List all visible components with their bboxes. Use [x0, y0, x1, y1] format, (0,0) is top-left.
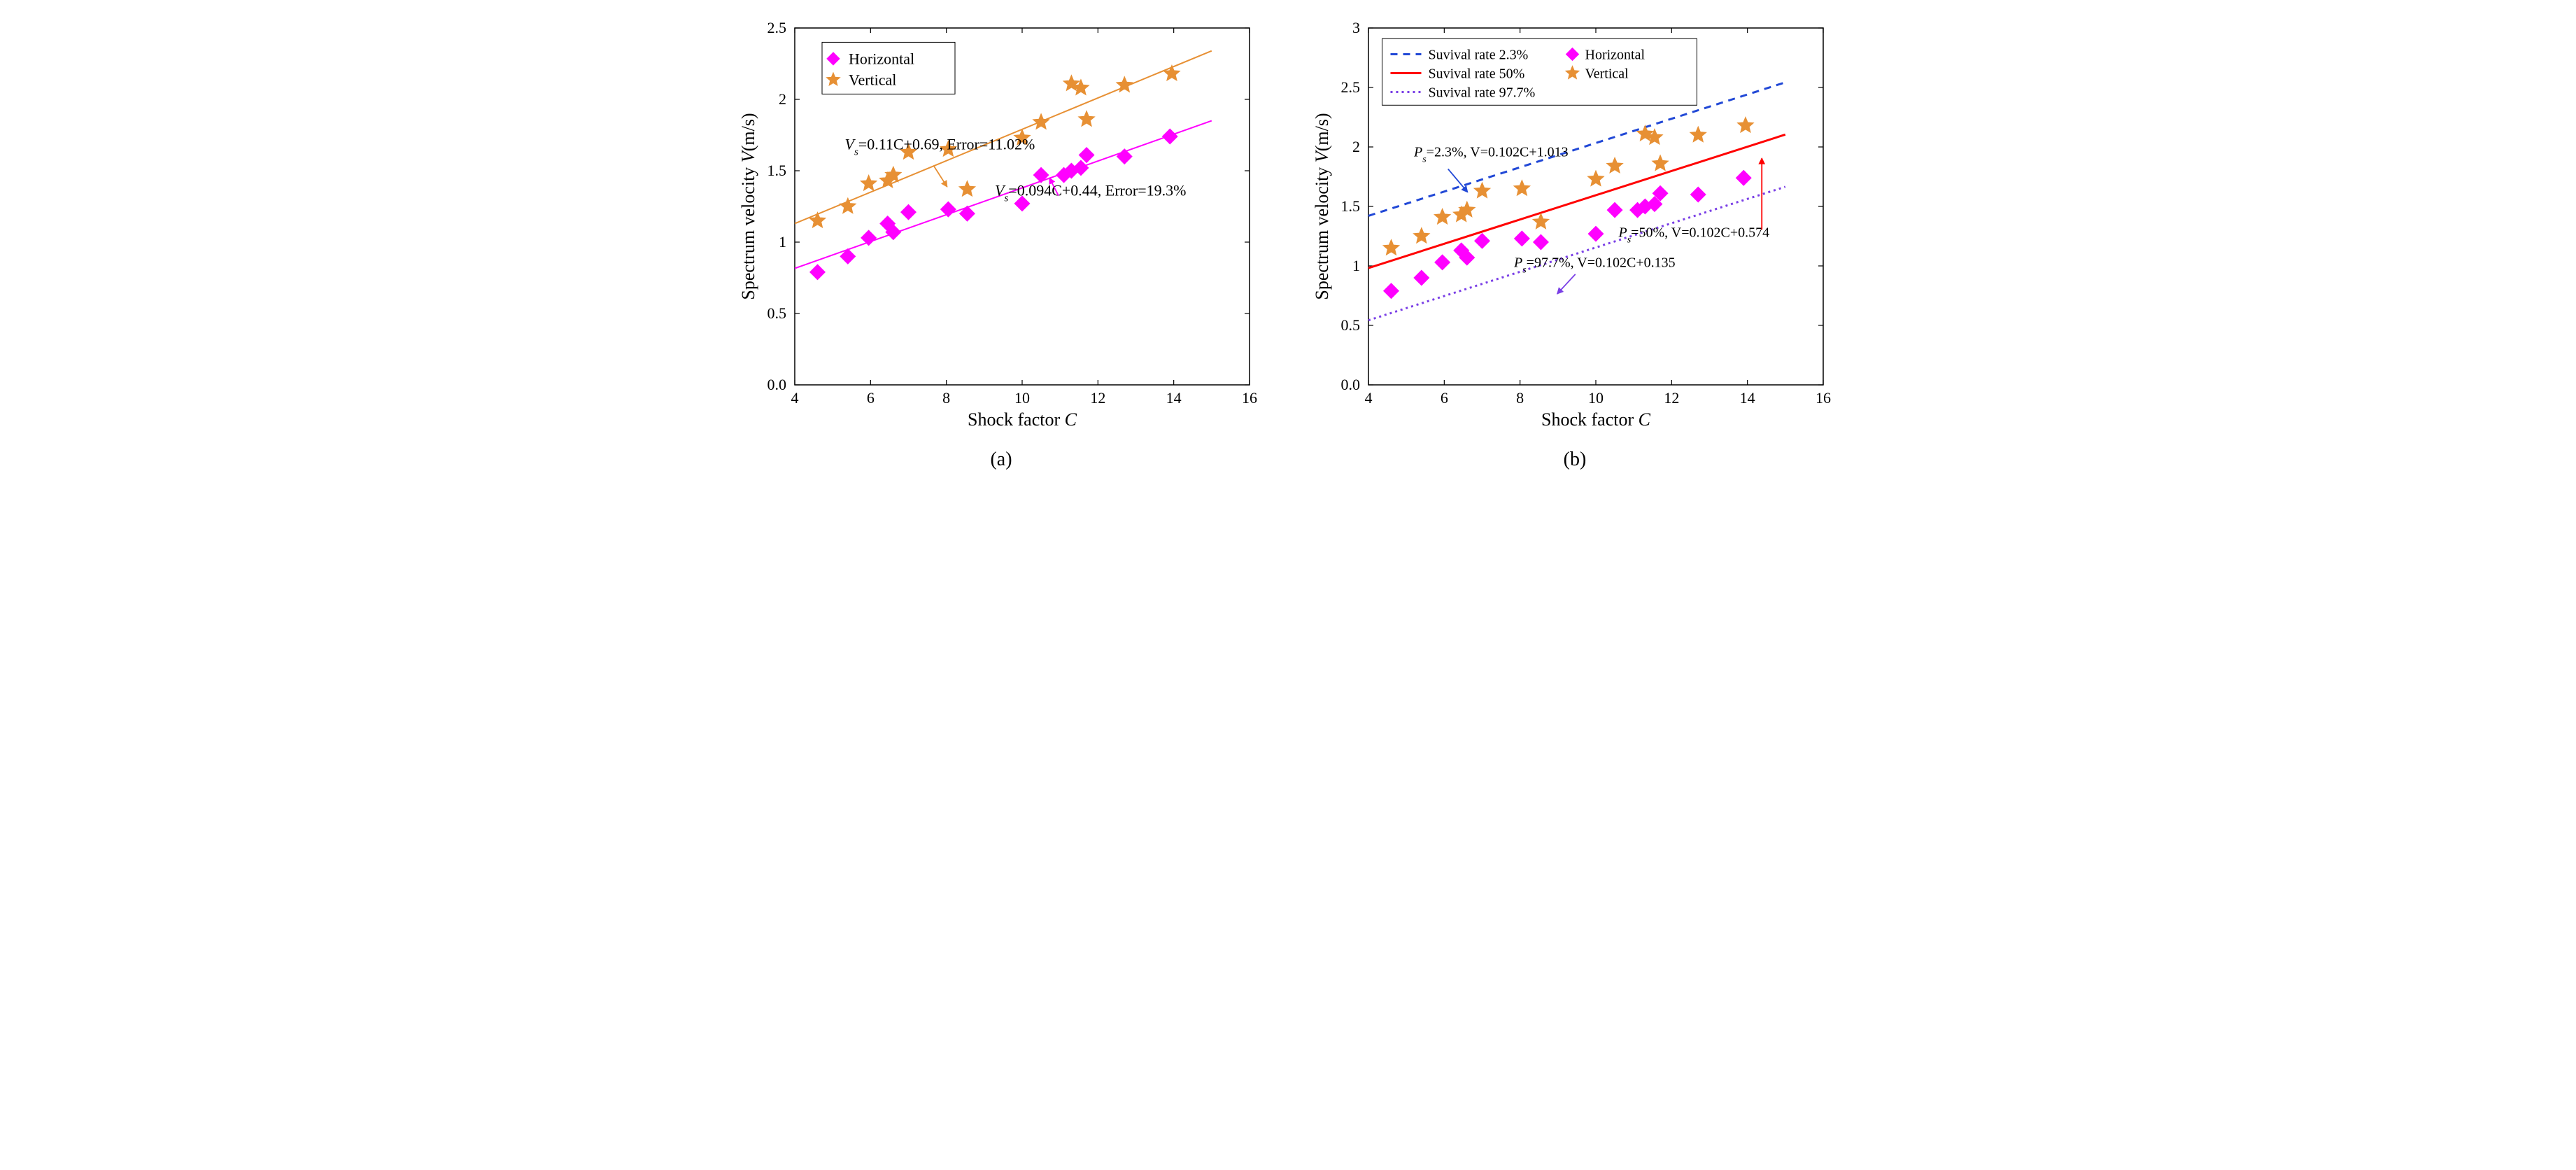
svg-text:1: 1	[1352, 257, 1360, 274]
svg-text:1.5: 1.5	[1341, 197, 1361, 215]
svg-text:1.5: 1.5	[767, 162, 787, 179]
svg-text:12: 12	[1090, 389, 1105, 407]
svg-text:14: 14	[1166, 389, 1182, 407]
svg-text:Horizontal: Horizontal	[849, 50, 914, 68]
svg-text:16: 16	[1242, 389, 1257, 407]
svg-text:Suvival rate 50%: Suvival rate 50%	[1429, 66, 1525, 81]
svg-text:6: 6	[867, 389, 875, 407]
panel-a-svg: 4 6 8 10 12 14 16 0.0 0.5 1 1.5 2 2.5 Shock factor C S…	[728, 14, 1274, 441]
svg-text:Vertical: Vertical	[849, 71, 896, 89]
svg-text:6: 6	[1441, 389, 1448, 407]
svg-text:2: 2	[1352, 138, 1360, 155]
svg-text:4: 4	[791, 389, 799, 407]
svg-text:10: 10	[1014, 389, 1030, 407]
panel-b: 4 6 8 10 12 14 16 0.0 0.5 1 1.5 2 2.5 3 Shock factor C…	[1302, 14, 1848, 471]
panel-a: 4 6 8 10 12 14 16 0.0 0.5 1 1.5 2 2.5 Shock factor C S…	[728, 14, 1274, 471]
svg-text:2.5: 2.5	[1341, 78, 1361, 96]
svg-text:1: 1	[779, 233, 786, 251]
svg-text:8: 8	[942, 389, 950, 407]
svg-text:Vertical: Vertical	[1585, 66, 1629, 81]
panel-b-svg: 4 6 8 10 12 14 16 0.0 0.5 1 1.5 2 2.5 3 Shock factor C…	[1302, 14, 1848, 441]
svg-text:0.0: 0.0	[767, 376, 787, 393]
panel-a-caption: (a)	[990, 449, 1012, 471]
svg-text:Suvival rate 2.3%: Suvival rate 2.3%	[1429, 47, 1529, 62]
svg-text:8: 8	[1516, 389, 1524, 407]
figure-wrap: 468101214160.00.511.522.5Shock factor CS…	[0, 0, 2576, 478]
svg-text:0.5: 0.5	[767, 304, 787, 322]
svg-text:12: 12	[1664, 389, 1679, 407]
svg-text:Suvival rate 97.7%: Suvival rate 97.7%	[1429, 85, 1536, 100]
svg-text:0.0: 0.0	[1341, 376, 1361, 393]
svg-text:2.5: 2.5	[767, 19, 787, 36]
svg-text:3: 3	[1352, 19, 1360, 36]
svg-text:4: 4	[1365, 389, 1373, 407]
svg-text:14: 14	[1740, 389, 1755, 407]
svg-text:0.5: 0.5	[1341, 316, 1361, 334]
svg-text:10: 10	[1588, 389, 1604, 407]
svg-text:Shock factor C: Shock factor C	[968, 409, 1077, 430]
panel-b-caption: (b)	[1564, 449, 1587, 471]
svg-text:Spectrum velocity V(m/s): Spectrum velocity V(m/s)	[1312, 113, 1332, 299]
panel-b-svg-slot: 4 6 8 10 12 14 16 0.0 0.5 1 1.5 2 2.5 3 Shock factor C…	[1302, 14, 1848, 444]
panel-a-svg-slot: 4 6 8 10 12 14 16 0.0 0.5 1 1.5 2 2.5 Shock factor C S…	[728, 14, 1274, 444]
svg-text:Spectrum velocity V(m/s): Spectrum velocity V(m/s)	[738, 113, 758, 299]
svg-text:Shock factor C: Shock factor C	[1541, 409, 1651, 430]
svg-text:2: 2	[779, 90, 786, 108]
svg-text:Horizontal: Horizontal	[1585, 47, 1646, 62]
svg-text:16: 16	[1816, 389, 1831, 407]
